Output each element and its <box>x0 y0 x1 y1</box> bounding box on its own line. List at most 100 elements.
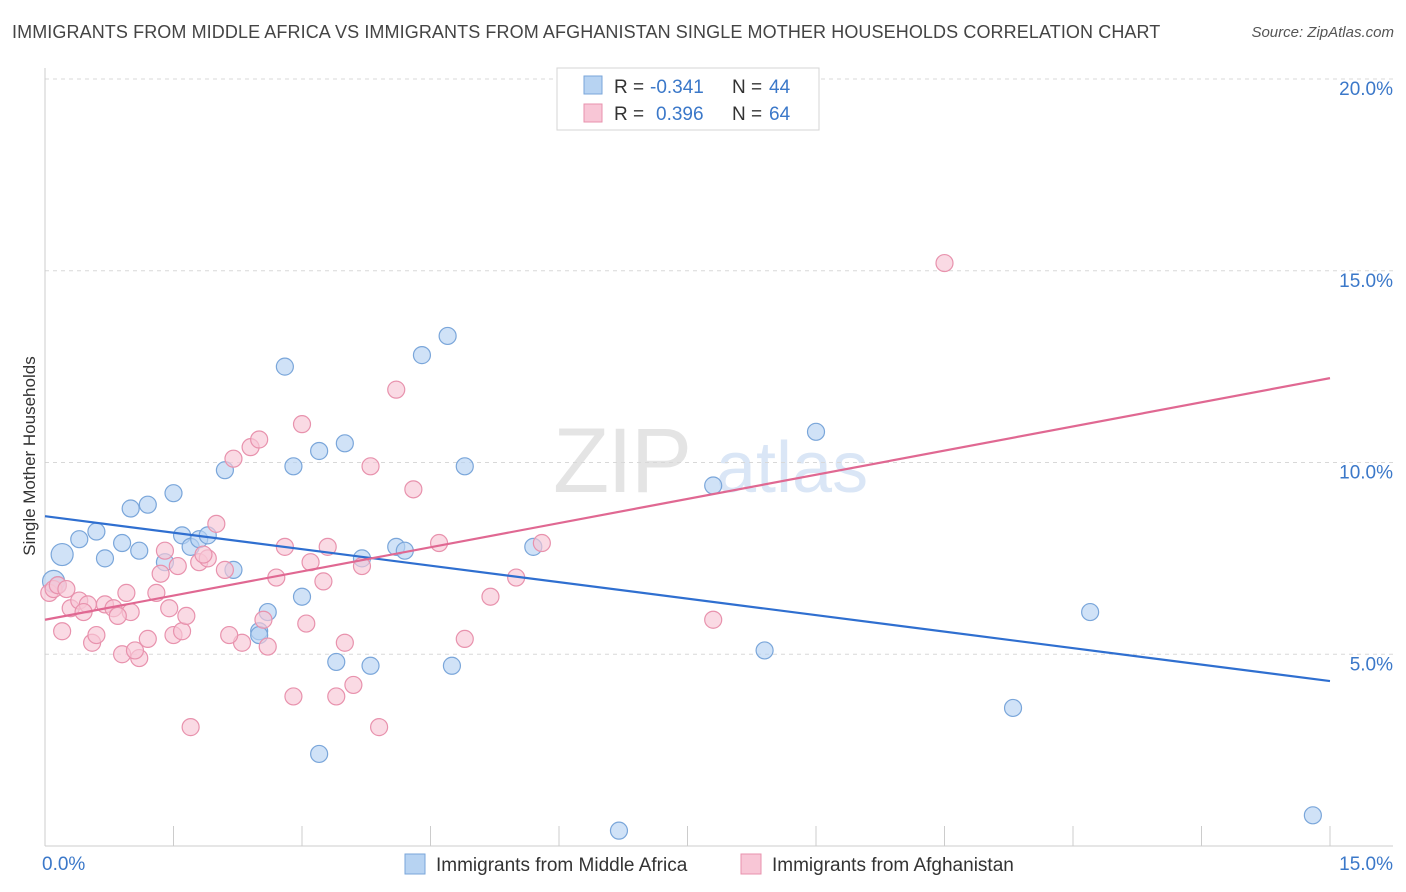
point-afghanistan-37 <box>297 614 316 633</box>
point-afghanistan-58 <box>194 545 213 564</box>
point-afghanistan-46 <box>387 380 406 399</box>
point-middle-africa-29 <box>412 346 432 365</box>
legend-n-value-blue: 44 <box>769 77 791 98</box>
point-middle-africa-22 <box>310 441 329 461</box>
point-afghanistan-53 <box>704 610 723 629</box>
x-tick-max: 15.0% <box>1339 854 1393 875</box>
series-legend-swatch-pink <box>740 853 762 875</box>
point-middle-africa-26 <box>361 656 380 675</box>
x-tick-min: 0.0% <box>42 854 85 875</box>
series-legend-swatch-blue <box>404 853 426 875</box>
series-legend: Immigrants from Middle Africa Immigrants… <box>404 853 1014 876</box>
series-legend-label-pink: Immigrants from Afghanistan <box>772 855 1014 876</box>
point-middle-africa-38 <box>1003 698 1023 718</box>
legend-n-label-blue: N = <box>732 77 762 98</box>
point-middle-africa-31 <box>442 656 462 675</box>
point-afghanistan-27 <box>215 560 234 579</box>
point-middle-africa-24 <box>335 434 354 453</box>
point-afghanistan-59 <box>220 625 239 645</box>
point-afghanistan-44 <box>361 457 380 476</box>
series-middle-africa <box>41 326 1322 840</box>
trend-line-afghanistan <box>44 377 1331 621</box>
point-afghanistan-63 <box>160 599 179 618</box>
point-middle-africa-36 <box>755 641 774 660</box>
correlation-legend: R = -0.341 N = 44 R = 0.396 N = 64 <box>556 67 820 131</box>
point-middle-africa-6 <box>121 499 140 518</box>
point-afghanistan-60 <box>254 610 273 629</box>
point-afghanistan-45 <box>370 718 389 737</box>
source-label: Source: ZipAtlas.com <box>1251 24 1394 41</box>
point-afghanistan-47 <box>404 480 423 499</box>
point-afghanistan-50 <box>481 587 500 606</box>
point-middle-africa-34 <box>609 821 629 840</box>
point-middle-africa-21 <box>292 587 312 606</box>
point-afghanistan-41 <box>335 633 354 652</box>
axes <box>44 68 1393 847</box>
legend-n-value-pink: 64 <box>769 104 791 125</box>
point-afghanistan-23 <box>181 718 200 737</box>
legend-r-label-pink: R = <box>614 104 644 125</box>
grid-lines <box>45 78 1393 655</box>
point-afghanistan-21 <box>172 622 192 641</box>
point-afghanistan-48 <box>429 533 449 553</box>
point-middle-africa-35 <box>704 476 723 495</box>
legend-swatch-pink <box>583 103 603 123</box>
point-afghanistan-17 <box>151 564 170 583</box>
point-afghanistan-26 <box>207 514 226 533</box>
legend-r-value-pink: 0.396 <box>656 104 704 125</box>
point-afghanistan-49 <box>455 629 474 649</box>
legend-swatch-blue <box>583 75 603 95</box>
point-afghanistan-18 <box>155 541 175 560</box>
point-afghanistan-40 <box>327 687 346 706</box>
point-middle-africa-3 <box>87 522 106 541</box>
point-afghanistan-32 <box>258 637 277 656</box>
point-afghanistan-12 <box>117 583 136 602</box>
point-afghanistan-28 <box>224 449 243 468</box>
point-middle-africa-10 <box>164 484 183 503</box>
point-afghanistan-8 <box>87 625 106 645</box>
point-afghanistan-22 <box>177 606 196 626</box>
point-middle-africa-39 <box>1081 602 1100 622</box>
point-middle-africa-5 <box>112 533 132 553</box>
point-middle-africa-2 <box>70 530 89 549</box>
y-tick-labels: 5.0% 10.0% 15.0% 20.0% <box>1339 79 1393 675</box>
point-afghanistan-42 <box>344 675 363 695</box>
point-middle-africa-32 <box>455 457 474 476</box>
y-tick-label-3: 20.0% <box>1339 79 1393 100</box>
point-middle-africa-30 <box>438 326 457 346</box>
point-afghanistan-62 <box>108 606 127 626</box>
watermark-atlas: atlas <box>716 428 868 508</box>
point-afghanistan-52 <box>532 533 551 553</box>
point-middle-africa-7 <box>130 541 149 560</box>
point-middle-africa-37 <box>806 422 826 441</box>
point-afghanistan-36 <box>292 415 312 434</box>
series-afghanistan <box>40 253 954 737</box>
point-afghanistan-20 <box>168 556 187 576</box>
trend-line-middle-africa <box>44 515 1331 683</box>
point-afghanistan-31 <box>250 430 269 449</box>
trend-lines <box>44 377 1331 683</box>
point-middle-africa-40 <box>1303 806 1322 825</box>
point-middle-africa-41 <box>310 744 329 764</box>
point-afghanistan-35 <box>284 687 303 706</box>
point-middle-africa-1 <box>50 542 74 567</box>
point-middle-africa-23 <box>327 652 346 672</box>
y-axis-label: Single Mother Households <box>20 356 39 555</box>
watermark: ZIP atlas <box>553 410 868 512</box>
point-afghanistan-15 <box>138 629 157 649</box>
legend-r-value-blue: -0.341 <box>650 77 704 98</box>
legend-n-label-pink: N = <box>732 104 762 125</box>
y-tick-label-0: 5.0% <box>1350 654 1393 675</box>
point-afghanistan-61 <box>314 572 333 591</box>
point-middle-africa-4 <box>95 549 115 568</box>
chart-title: IMMIGRANTS FROM MIDDLE AFRICA VS IMMIGRA… <box>12 22 1161 42</box>
point-afghanistan-54 <box>935 253 954 273</box>
legend-r-label-blue: R = <box>614 77 644 98</box>
point-afghanistan-55 <box>57 579 76 599</box>
watermark-zip: ZIP <box>553 410 690 512</box>
point-middle-africa-8 <box>138 495 157 514</box>
y-tick-label-2: 15.0% <box>1339 271 1393 292</box>
point-afghanistan-3 <box>53 622 72 641</box>
point-middle-africa-20 <box>284 457 303 476</box>
